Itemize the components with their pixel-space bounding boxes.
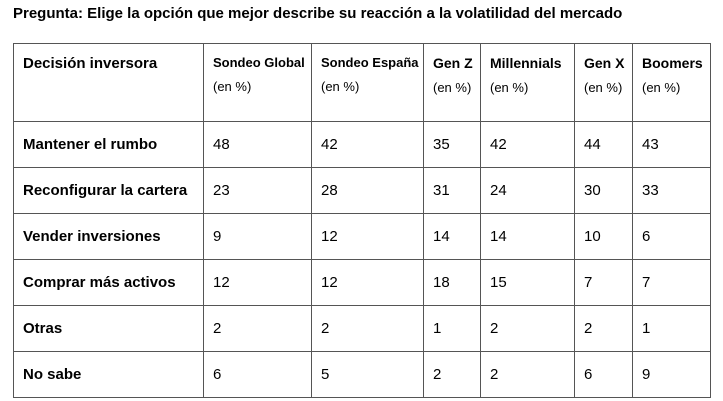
table-cell: 2 <box>480 351 575 398</box>
table-cell: 2 <box>480 305 575 352</box>
row-label: Vender inversiones <box>13 213 204 260</box>
table-cell: 12 <box>311 213 424 260</box>
table-cell: 35 <box>423 121 481 168</box>
table-cell: 9 <box>632 351 711 398</box>
survey-table: Decisión inversora Sondeo Global (en %) … <box>13 43 711 398</box>
table-cell: 5 <box>311 351 424 398</box>
table-cell: 14 <box>480 213 575 260</box>
row-label: Otras <box>13 305 204 352</box>
header-col: Sondeo Global (en %) <box>203 43 312 122</box>
table-cell: 12 <box>203 259 312 306</box>
table-cell: 7 <box>632 259 711 306</box>
header-unit: (en %) <box>490 80 529 95</box>
table-cell: 15 <box>480 259 575 306</box>
table-row: Comprar más activos 12 12 18 15 7 7 <box>13 259 711 306</box>
table-cell: 1 <box>632 305 711 352</box>
table-row: Reconfigurar la cartera 23 28 31 24 30 33 <box>13 167 711 214</box>
header-unit: (en %) <box>584 80 623 95</box>
table-cell: 14 <box>423 213 481 260</box>
header-title: Gen X <box>584 55 625 71</box>
table-cell: 2 <box>574 305 633 352</box>
table-cell: 2 <box>203 305 312 352</box>
header-title: Sondeo España <box>321 55 419 70</box>
table-cell: 42 <box>311 121 424 168</box>
table-cell: 2 <box>311 305 424 352</box>
table-cell: 6 <box>632 213 711 260</box>
header-title: Boomers <box>642 55 703 71</box>
header-row: Decisión inversora Sondeo Global (en %) … <box>13 43 711 122</box>
table-cell: 12 <box>311 259 424 306</box>
table-cell: 44 <box>574 121 633 168</box>
table-cell: 48 <box>203 121 312 168</box>
table-cell: 33 <box>632 167 711 214</box>
table-cell: 6 <box>574 351 633 398</box>
row-label: No sabe <box>13 351 204 398</box>
table-cell: 7 <box>574 259 633 306</box>
table-cell: 6 <box>203 351 312 398</box>
header-unit: (en %) <box>213 79 252 94</box>
table-cell: 43 <box>632 121 711 168</box>
header-decision: Decisión inversora <box>13 43 204 122</box>
header-col: Sondeo España (en %) <box>311 43 424 122</box>
header-col: Gen X (en %) <box>574 43 633 122</box>
row-label: Comprar más activos <box>13 259 204 306</box>
row-label: Mantener el rumbo <box>13 121 204 168</box>
table-cell: 1 <box>423 305 481 352</box>
table-row: Otras 2 2 1 2 2 1 <box>13 305 711 352</box>
table-cell: 9 <box>203 213 312 260</box>
header-unit: (en %) <box>321 79 360 94</box>
table-row: No sabe 6 5 2 2 6 9 <box>13 351 711 398</box>
table-cell: 30 <box>574 167 633 214</box>
table-cell: 2 <box>423 351 481 398</box>
header-col: Millennials (en %) <box>480 43 575 122</box>
header-col: Gen Z (en %) <box>423 43 481 122</box>
table-cell: 23 <box>203 167 312 214</box>
question-title: Pregunta: Elige la opción que mejor desc… <box>13 5 623 22</box>
header-title: Millennials <box>490 55 562 71</box>
header-title: Sondeo Global <box>213 55 305 70</box>
row-label: Reconfigurar la cartera <box>13 167 204 214</box>
header-unit: (en %) <box>642 80 681 95</box>
table-cell: 24 <box>480 167 575 214</box>
table-cell: 10 <box>574 213 633 260</box>
table-cell: 31 <box>423 167 481 214</box>
table-cell: 42 <box>480 121 575 168</box>
header-col: Boomers (en %) <box>632 43 711 122</box>
table-cell: 18 <box>423 259 481 306</box>
header-unit: (en %) <box>433 80 472 95</box>
table-cell: 28 <box>311 167 424 214</box>
header-title: Gen Z <box>433 55 473 71</box>
table-row: Vender inversiones 9 12 14 14 10 6 <box>13 213 711 260</box>
table-row: Mantener el rumbo 48 42 35 42 44 43 <box>13 121 711 168</box>
